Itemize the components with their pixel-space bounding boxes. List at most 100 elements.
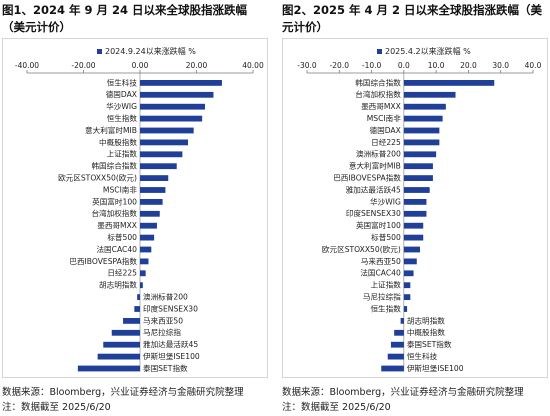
category-label: 中概股指数 [407,327,445,337]
category-label: 马来西亚50 [361,257,401,266]
bar [403,103,446,110]
category-label: 上证指数 [370,280,401,290]
bar [403,163,433,170]
x-tick-label: -20.00 [71,61,95,70]
category-label: 法国CAC40 [360,268,401,278]
bar [403,306,408,312]
figure-panel-2: 图2、2025 年 4 月 2 日以来全球股指涨跌幅（美元计价） 2025.4.… [280,0,550,416]
x-tick-label: 0.0 [398,61,410,70]
category-label: 泰国SET指数 [143,363,188,373]
category-label: 伊斯坦堡ISE100 [143,351,200,361]
bar [140,175,169,181]
bar [140,151,183,158]
category-label: 墨西哥MXX [361,102,401,111]
category-label: 标普500 [371,232,401,242]
category-label: 意大利富时MIB [349,161,401,171]
x-tick-label: 40.0 [525,61,542,70]
category-label: 欧元区STOXX50(欧元) [322,244,401,254]
bar [140,270,146,277]
bar [400,318,404,324]
category-label: 华沙WIG [106,101,137,111]
bar-chart: 2025.4.2以来涨跌幅 % -30.0 -20.0 -10.0 0.0 10.0 20.… [297,46,542,373]
category-label: 标普500 [107,232,137,242]
bar [403,270,414,277]
chart-frame: 2024.9.24以来涨跌幅 % -40.00 -20.00 0.00 20.00 40.… [2,38,268,378]
x-tick-label: -10.0 [362,61,382,70]
figure-panel-1: 图1、2024 年 9 月 24 日以来全球股指涨跌幅（美元计价） 2024.9… [2,3,268,413]
category-label: 巴西IBOVESPA指数 [333,173,401,183]
category-label: 胡志明指数 [407,315,445,325]
bar [137,294,140,300]
bar [140,115,203,122]
bar [140,91,214,98]
category-label: MSCI南非 [367,113,402,123]
bar [123,318,140,324]
category-label: 韩国综合指数 [355,77,401,87]
category-label: 台湾加权指数 [91,208,137,218]
category-label: 雅加达最活跃45 [143,339,198,349]
bar [140,163,177,170]
category-label: 马来西亚50 [143,316,183,325]
category-label: 胡志明指数 [99,280,137,290]
x-tick-label: -40.00 [15,61,39,70]
category-label: 马尼拉综指 [363,292,401,302]
bar [403,80,495,86]
bar [140,222,157,229]
bar [103,341,140,348]
category-label: 印度SENSEX30 [346,208,401,218]
bar [381,365,404,372]
category-label: 澳洲标普200 [356,149,401,159]
bar [77,365,140,372]
category-label: 日经225 [371,137,401,147]
bar [140,282,143,289]
category-label: 墨西哥MXX [97,221,137,230]
bar [140,210,160,217]
date-note: 注：数据截至 2025/6/20 [282,402,391,413]
legend-label: 2024.9.24以来涨跌幅 % [105,46,196,56]
figure-title: 图2、2025 年 4 月 2 日以来全球股指涨跌幅（美元计价） [282,3,543,34]
bar [403,282,411,289]
category-label: 法国CAC40 [96,244,137,254]
bar [390,341,404,348]
bar [403,258,417,265]
chart-frame: 2025.4.2以来涨跌幅 % -30.0 -20.0 -10.0 0.0 10.0 20.… [282,38,548,378]
bar [111,329,140,336]
category-label: 恒生科技 [407,351,438,361]
category-label: 日经225 [107,268,137,278]
category-label: 恒生指数 [370,303,401,313]
source-note: 数据来源：Bloomberg，兴业证券经济与金融研究院整理 [282,387,524,398]
category-label: 巴西IBOVESPA指数 [69,256,137,266]
bar [403,151,437,158]
bar [140,80,222,86]
category-label: 恒生科技 [107,77,138,87]
bar [140,246,152,253]
legend-swatch [377,49,382,54]
x-tick-label: 20.00 [186,61,208,70]
x-tick-label: -30.0 [297,61,317,70]
bar [140,103,205,110]
bar [134,306,140,312]
legend-swatch [97,49,102,54]
category-label: 英国富时100 [92,196,137,206]
source-note: 数据来源：Bloomberg，兴业证券经济与金融研究院整理 [2,387,244,398]
bar [140,258,149,265]
category-label: 伊斯坦堡ISE100 [407,363,464,373]
bar [403,115,443,122]
x-tick-label: 10.0 [428,61,445,70]
date-note: 注：数据截至 2025/6/20 [2,402,111,413]
bar-chart: 2024.9.24以来涨跌幅 % -40.00 -20.00 0.00 20.00 40.… [15,46,264,373]
x-tick-label: 20.0 [460,61,477,70]
category-label: MSCI南非 [103,184,138,194]
category-label: 马尼拉综指 [143,327,181,337]
category-label: 泰国SET指数 [407,339,452,349]
bar [403,139,440,146]
bar [403,91,456,98]
category-label: 德国DAX [106,89,137,99]
bar [403,127,440,134]
bar [387,353,404,360]
category-label: 英国富时100 [356,220,401,230]
bar [403,175,433,181]
x-tick-label: 0.00 [132,61,149,70]
bar [403,246,420,253]
bar [140,127,194,134]
